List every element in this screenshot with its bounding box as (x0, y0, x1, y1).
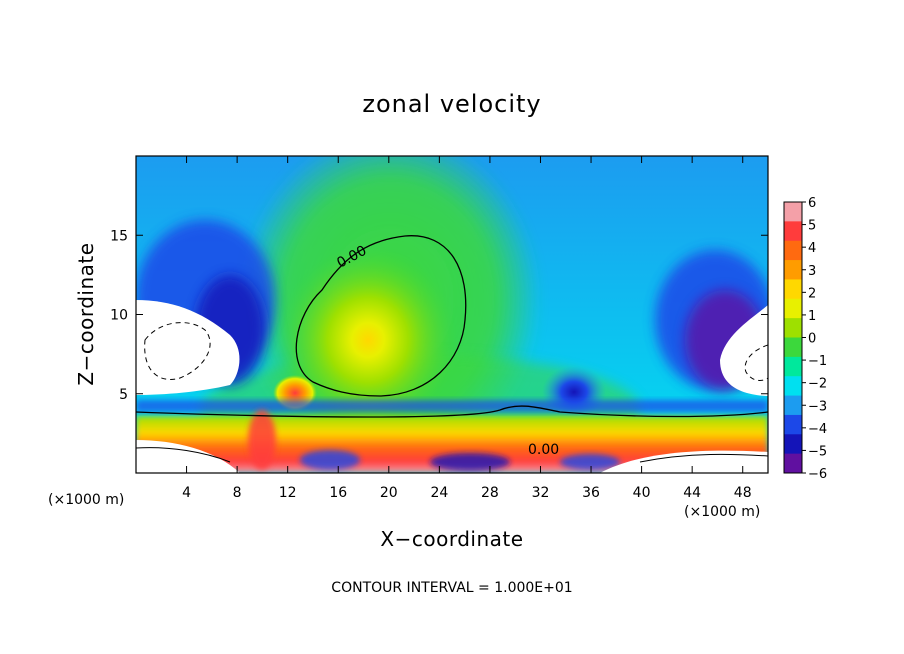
colorbar-tick-label: 1 (808, 309, 816, 324)
y-axis: 5 10 15 (110, 228, 768, 403)
colorbar-tick-label: −5 (808, 444, 827, 459)
x-unit-label-right: (×1000 m) (684, 504, 760, 520)
colorbar-swatch (784, 240, 802, 261)
negative-pocket-1 (300, 450, 360, 470)
colorbar-tick-label: −3 (808, 399, 827, 414)
colorbar-tick-label: 0 (808, 332, 816, 347)
y-axis-label: Z−coordinate (74, 242, 98, 385)
colorbar-tick-label: −1 (808, 354, 827, 369)
x-axis: 4 8 12 16 20 24 28 32 36 40 44 48 (182, 156, 752, 501)
colorbar-swatch (784, 202, 802, 222)
colorbar-tick-label: −2 (808, 377, 827, 392)
colorbar-tick-label: 6 (808, 196, 816, 211)
chart-title: zonal velocity (362, 90, 541, 118)
dashed-contour-left (144, 322, 211, 380)
zero-contour (295, 235, 467, 397)
colorbar-tick-label: 5 (808, 219, 816, 234)
colorbar-tick-label: 2 (808, 286, 816, 301)
y-tick-label: 10 (110, 308, 128, 324)
x-tick-label: 20 (380, 485, 398, 501)
zero-contour-lower (136, 405, 768, 418)
x-tick-label: 28 (481, 485, 499, 501)
x-unit-label-left: (×1000 m) (48, 492, 124, 508)
blank-region-left (136, 300, 240, 395)
x-axis-label: X−coordinate (380, 527, 523, 551)
negative-pocket-2 (430, 453, 510, 471)
contour-bottom-left (136, 447, 231, 463)
colorbar-tick-label: −4 (808, 422, 827, 437)
colorbar-swatch (784, 376, 802, 397)
colorbar-swatch (784, 414, 802, 435)
y-tick-label: 5 (119, 387, 128, 403)
colorbar-swatch (784, 434, 802, 455)
negative-pocket-3 (560, 454, 620, 470)
colorbar-swatch (784, 279, 802, 300)
x-tick-label: 44 (683, 485, 701, 501)
x-tick-label: 40 (633, 485, 651, 501)
x-tick-label: 24 (430, 485, 448, 501)
colorbar-swatch (784, 260, 802, 280)
colorbar-swatch (784, 453, 802, 474)
colorbar-swatch (784, 337, 802, 358)
velocity-field (136, 156, 768, 473)
colorbar-tick-label: −6 (808, 467, 827, 482)
x-tick-label: 16 (329, 485, 347, 501)
x-tick-label: 12 (279, 485, 297, 501)
colorbar-tick-label: 3 (808, 264, 816, 279)
contour-label: 0.00 (528, 442, 559, 458)
colorbar-swatch (784, 221, 802, 242)
colorbar-swatch (784, 356, 802, 377)
contour-interval-text: CONTOUR INTERVAL = 1.000E+01 (331, 580, 572, 596)
blank-region-right (720, 305, 768, 396)
x-tick-label: 32 (532, 485, 550, 501)
negative-band (136, 400, 768, 412)
colorbar-tick-label: 4 (808, 241, 816, 256)
colorbar-swatch (784, 318, 802, 338)
x-tick-label: 36 (582, 485, 600, 501)
colorbar-swatch (784, 395, 802, 416)
dashed-contour-right (744, 344, 768, 381)
velocity-maximum (278, 245, 458, 435)
contour-bottom-right (639, 453, 768, 463)
colorbar: 6 5 4 3 2 1 0 −1 −2 −3 −4 −5 −6 (783, 196, 827, 482)
y-tick-label: 15 (110, 228, 128, 244)
colorbar-swatch (784, 298, 802, 319)
hot-spot (248, 410, 276, 470)
x-tick-label: 48 (734, 485, 752, 501)
x-tick-label: 4 (182, 485, 191, 501)
x-tick-label: 8 (233, 485, 242, 501)
